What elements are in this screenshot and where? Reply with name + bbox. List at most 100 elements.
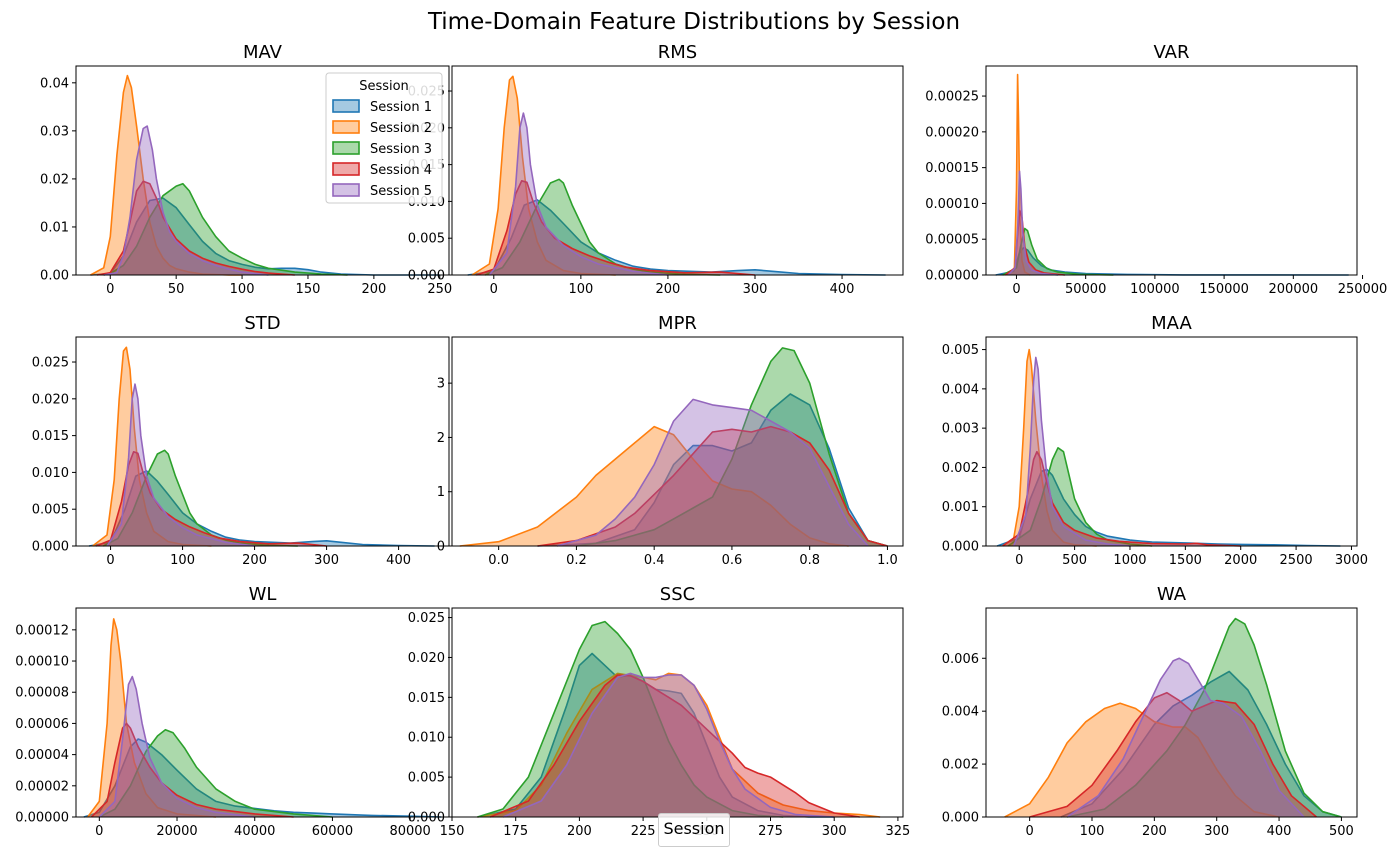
ytick-label-std: 0.015 bbox=[32, 429, 69, 444]
line-mpr-session-2 bbox=[459, 425, 849, 547]
area-wl-session-1 bbox=[83, 739, 442, 817]
line-rms-session-1 bbox=[467, 199, 886, 276]
line-ssc-session-3 bbox=[477, 620, 784, 818]
ytick-label-wa: 0.002 bbox=[942, 758, 979, 773]
axes-frame-mav bbox=[75, 65, 450, 276]
ytick-label-std: 0.010 bbox=[32, 466, 69, 481]
ytick-label-mpr: 0 bbox=[437, 540, 445, 555]
legend-box bbox=[325, 72, 443, 204]
line-mpr-session-5 bbox=[556, 398, 869, 547]
line-mav-session-3 bbox=[103, 182, 348, 276]
ytick-label-ssc: 0.015 bbox=[408, 691, 445, 706]
xtick-label-ssc: 200 bbox=[567, 824, 592, 839]
axes-frame-wl bbox=[75, 607, 450, 818]
legend-label-session-1: Session 1 bbox=[370, 100, 432, 115]
panel-mav: MAV 0 50 100 150 200 250 0.00 0.01 0.02 0.03 0.04 bbox=[40, 42, 452, 297]
xtick-label-var: 200000 bbox=[1269, 282, 1319, 297]
xtick-label-maa: 500 bbox=[1062, 553, 1087, 568]
line-mpr-session-1 bbox=[537, 393, 888, 547]
area-ssc-session-1 bbox=[477, 653, 835, 817]
xtick-label-std: 400 bbox=[386, 553, 411, 568]
xtick-label-wa: 0 bbox=[1026, 824, 1034, 839]
xtick-label-var: 100000 bbox=[1130, 282, 1180, 297]
ytick-label-var: 0.00005 bbox=[925, 233, 979, 248]
panel-var: VAR 0 50000 100000 150000 200000 250000 0.00000… bbox=[925, 42, 1387, 297]
xtick-label-mav: 250 bbox=[427, 282, 452, 297]
area-mav-session-4 bbox=[97, 181, 295, 275]
ytick-label-ssc: 0.020 bbox=[408, 651, 445, 666]
line-wa-session-2 bbox=[1004, 702, 1280, 818]
legend-label-session-3: Session 3 bbox=[370, 142, 432, 157]
figure-title: Time-Domain Feature Distributions by Ses… bbox=[427, 9, 960, 35]
line-maa-session-4 bbox=[1002, 450, 1241, 547]
line-var-session-5 bbox=[1007, 170, 1059, 276]
ytick-label-mav: 0.04 bbox=[40, 76, 69, 91]
area-mpr-session-2 bbox=[459, 426, 849, 546]
xtick-label-wa: 300 bbox=[1204, 824, 1229, 839]
xtick-label-wl: 60000 bbox=[312, 824, 353, 839]
area-std-session-1 bbox=[89, 470, 435, 546]
xtick-label-ssc: 225 bbox=[631, 824, 656, 839]
xtick-label-rms: 400 bbox=[830, 282, 855, 297]
xtick-label-var: 250000 bbox=[1338, 282, 1388, 297]
area-mav-session-1 bbox=[90, 198, 440, 275]
ytick-label-var: 0.00000 bbox=[925, 269, 979, 284]
bottom-session-label: Session bbox=[658, 813, 730, 847]
xtick-label-mpr: 0.4 bbox=[644, 553, 665, 568]
ytick-label-std: 0.000 bbox=[32, 540, 69, 555]
line-mav-session-1 bbox=[90, 197, 440, 276]
panel-std: STD 0 100 200 300 400 0.000 0.005 0.010 0.015 0.02… bbox=[32, 313, 450, 568]
xtick-label-ssc: 175 bbox=[503, 824, 528, 839]
area-rms-session-5 bbox=[489, 113, 668, 275]
panel-mpr: MPR 0.0 0.2 0.4 0.6 0.8 1.0 0 1 2 3 bbox=[437, 313, 904, 568]
xtick-label-mpr: 0.6 bbox=[722, 553, 743, 568]
xtick-label-ssc: 300 bbox=[822, 824, 847, 839]
line-std-session-5 bbox=[106, 383, 255, 547]
legend-label-session-5: Session 5 bbox=[370, 184, 432, 199]
xtick-label-mpr: 0.2 bbox=[566, 553, 587, 568]
panel-title-maa: MAA bbox=[1151, 313, 1192, 334]
panel-ssc: SSC1501752002252502753003250.0000.0050.0… bbox=[408, 584, 911, 839]
area-mav-session-3 bbox=[103, 183, 348, 275]
area-rms-session-1 bbox=[467, 199, 886, 275]
line-ssc-session-5 bbox=[502, 672, 835, 818]
ytick-label-var: 0.00020 bbox=[925, 125, 979, 140]
ytick-label-ssc: 0.005 bbox=[408, 771, 445, 786]
area-maa-session-1 bbox=[997, 469, 1341, 546]
area-mav-session-5 bbox=[103, 126, 269, 275]
xtick-label-maa: 0 bbox=[1015, 553, 1023, 568]
ytick-label-std: 0.005 bbox=[32, 503, 69, 518]
area-ssc-session-3 bbox=[477, 621, 784, 817]
line-mav-session-2 bbox=[90, 74, 243, 276]
ytick-label-maa: 0.001 bbox=[942, 500, 979, 515]
area-var-session-4 bbox=[1005, 210, 1065, 275]
area-wl-session-4 bbox=[91, 723, 294, 817]
line-wl-session-5 bbox=[98, 675, 255, 818]
xtick-label-mav: 50 bbox=[168, 282, 185, 297]
xtick-label-var: 50000 bbox=[1065, 282, 1106, 297]
ytick-label-ssc: 0.000 bbox=[408, 811, 445, 826]
ytick-label-mav: 0.02 bbox=[40, 172, 69, 187]
area-rms-session-4 bbox=[476, 180, 755, 275]
axes-frame-wa bbox=[985, 607, 1358, 818]
panel-title-wl: WL bbox=[249, 584, 277, 605]
line-mpr-session-3 bbox=[576, 347, 888, 547]
xtick-label-maa: 1500 bbox=[1169, 553, 1202, 568]
ytick-label-maa: 0.004 bbox=[942, 382, 979, 397]
panel-maa: MAA 0 500 1000 1500 2000 2500 3000 0.000 0.001 0.0… bbox=[942, 313, 1368, 568]
xtick-label-ssc: 325 bbox=[885, 824, 910, 839]
xtick-label-mav: 0 bbox=[106, 282, 114, 297]
ytick-label-var: 0.00010 bbox=[925, 197, 979, 212]
legend-label-session-4: Session 4 bbox=[370, 163, 432, 178]
ytick-label-wl: 0.00010 bbox=[15, 655, 69, 670]
line-mpr-session-4 bbox=[537, 425, 888, 547]
line-wa-session-1 bbox=[1060, 670, 1342, 818]
xtick-label-rms: 300 bbox=[743, 282, 768, 297]
area-mpr-session-3 bbox=[576, 347, 888, 546]
area-maa-session-5 bbox=[1013, 357, 1130, 546]
ytick-label-maa: 0.003 bbox=[942, 422, 979, 437]
xtick-label-maa: 2500 bbox=[1280, 553, 1313, 568]
xtick-label-wl: 20000 bbox=[156, 824, 197, 839]
